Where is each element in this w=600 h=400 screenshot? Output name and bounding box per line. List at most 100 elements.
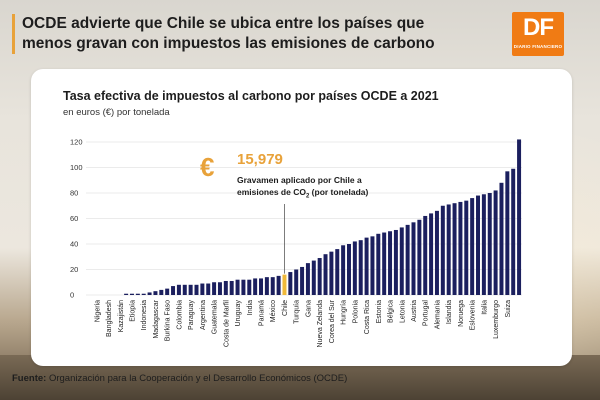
x-tick-label: Guatemala <box>212 300 219 334</box>
x-tick-label: Panamá <box>259 300 266 326</box>
x-tick-label: Paraguay <box>188 300 195 330</box>
bar <box>235 279 240 295</box>
bar <box>405 224 410 295</box>
chart-subtitle: en euros (€) por tonelada <box>63 107 170 118</box>
logo-subtitle: DIARIO FINANCIERO <box>513 44 563 49</box>
bar <box>229 280 234 295</box>
bar <box>317 258 322 295</box>
x-tick-label: Noruega <box>458 300 465 327</box>
source-text: Organización para la Cooperación y el De… <box>48 373 348 384</box>
bar <box>446 204 451 295</box>
bar <box>147 292 152 295</box>
bar <box>505 171 510 295</box>
bar <box>212 282 217 295</box>
bar <box>476 195 481 295</box>
bar-chile <box>282 274 287 295</box>
y-tick-label: 0 <box>70 291 74 300</box>
bar <box>259 278 264 295</box>
annotation-line-2-pre: emisiones de CO <box>237 187 306 197</box>
bar <box>487 193 492 295</box>
x-tick-label: Islandia <box>446 300 453 324</box>
bar <box>329 251 334 295</box>
headline-line-2: menos gravan con impuestos las emisiones… <box>22 35 435 52</box>
bar <box>176 284 181 295</box>
bar <box>346 244 351 295</box>
bar <box>194 284 199 295</box>
bar <box>165 288 170 295</box>
headline-line-1: OCDE advierte que Chile se ubica entre l… <box>22 15 425 32</box>
bar <box>417 219 422 295</box>
x-tick-label: Nueva Zelanda <box>317 300 324 348</box>
headline-accent-bar <box>12 14 15 54</box>
bar <box>341 245 346 295</box>
bar <box>270 277 275 295</box>
chart-title: Tasa efectiva de impuestos al carbono po… <box>63 89 439 103</box>
chile-annotation-text: Gravamen aplicado por Chile a emisiones … <box>237 174 387 203</box>
bar <box>294 269 299 295</box>
x-tick-label: Nigeria <box>94 300 101 322</box>
bar <box>470 198 475 295</box>
x-tick-label: Colombia <box>176 300 183 330</box>
bar <box>399 227 404 295</box>
bar <box>440 205 445 295</box>
logo-mark: DF <box>523 14 554 41</box>
x-tick-label: Polonia <box>352 300 359 323</box>
bar <box>423 215 428 295</box>
bar <box>382 232 387 295</box>
bar <box>499 182 504 295</box>
annotation-line-2-sub: 2 <box>305 193 310 200</box>
x-tick-label: Costa Rica <box>364 300 371 334</box>
x-tick-label: Argentina <box>200 300 207 330</box>
bar <box>311 260 316 295</box>
bar <box>458 201 463 295</box>
bar <box>200 283 205 295</box>
x-tick-label: Austria <box>411 300 418 322</box>
euro-icon: € <box>200 152 215 182</box>
df-logo: DF DIARIO FINANCIERO <box>512 12 564 56</box>
bar <box>511 168 516 295</box>
source-note: Fuente: Organización para la Cooperación… <box>12 373 347 384</box>
x-tick-label: Estonia <box>376 300 383 323</box>
bar <box>376 233 381 295</box>
x-tick-label: Gana <box>305 300 312 317</box>
bar <box>153 291 158 295</box>
x-tick-label: Kazajistán <box>118 300 125 332</box>
chile-value-label: 15,979 <box>237 151 283 168</box>
bar <box>182 284 187 295</box>
bar <box>206 283 211 295</box>
bar <box>188 284 193 295</box>
bar <box>300 266 305 295</box>
bar <box>129 293 134 295</box>
x-tick-label: Chile <box>282 300 289 316</box>
x-tick-label: Burkina Faso <box>165 300 172 341</box>
x-tick-label: Costa de Marfil <box>223 300 230 348</box>
bar <box>452 203 457 295</box>
bar <box>124 293 129 295</box>
source-label: Fuente: <box>12 373 47 384</box>
bar <box>171 286 176 295</box>
y-tick-label: 20 <box>70 265 78 274</box>
headline: OCDE advierte que Chile se ubica entre l… <box>22 14 482 54</box>
bar <box>464 200 469 295</box>
x-tick-label: Madagascar <box>153 299 160 338</box>
y-tick-label: 120 <box>70 138 83 147</box>
bar <box>247 279 252 295</box>
x-tick-label: Corea del Sur <box>329 299 336 343</box>
x-tick-label: Indonesia <box>141 300 148 330</box>
x-tick-label: Etiopía <box>129 300 136 322</box>
x-tick-label: Bangladesh <box>106 300 113 337</box>
bar <box>370 236 375 295</box>
y-tick-label: 80 <box>70 189 78 198</box>
x-tick-label: Suiza <box>505 300 512 318</box>
bar <box>352 241 357 295</box>
y-tick-label: 60 <box>70 214 78 223</box>
bar <box>253 278 258 295</box>
x-tick-label: Letonia <box>399 300 406 323</box>
x-tick-label: México <box>270 300 277 322</box>
x-tick-label: Turquía <box>294 300 301 324</box>
bar <box>323 254 328 295</box>
bar <box>364 237 369 295</box>
bar <box>217 282 222 295</box>
bar <box>493 190 498 295</box>
